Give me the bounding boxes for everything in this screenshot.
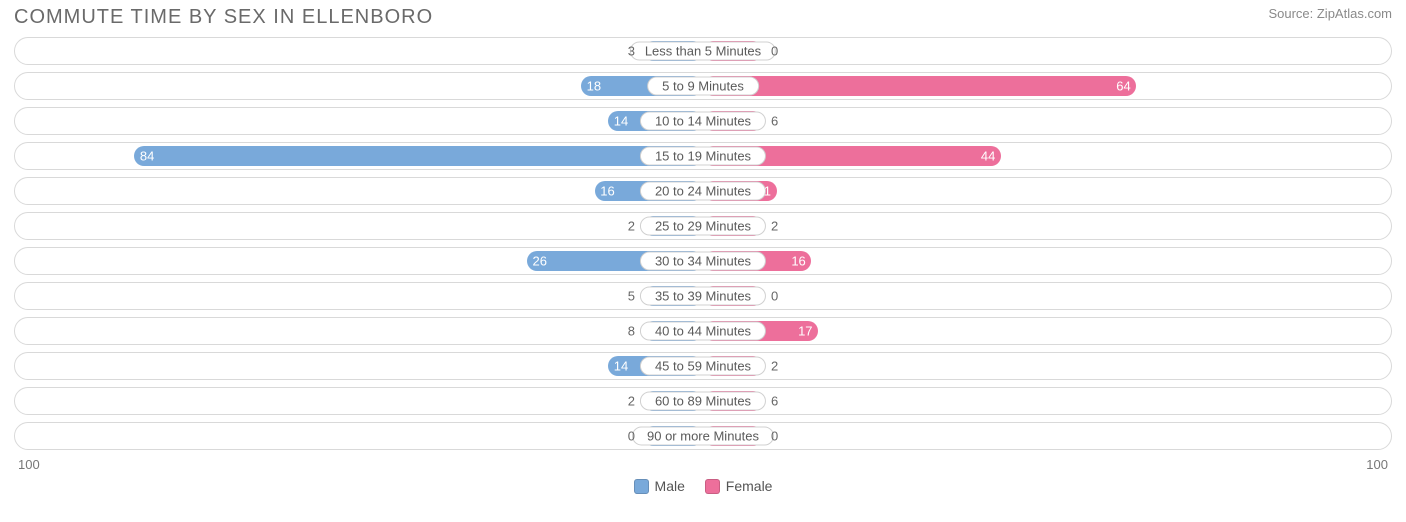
female-value: 0 (767, 289, 782, 304)
chart-row: 10 to 14 Minutes 14 6 (14, 107, 1392, 135)
category-label: 90 or more Minutes (632, 427, 774, 446)
male-value: 14 (610, 114, 632, 129)
chart-row: Less than 5 Minutes3 0 (14, 37, 1392, 65)
category-label: 60 to 89 Minutes (640, 392, 766, 411)
male-value: 2 (624, 219, 639, 234)
chart-row: 25 to 29 Minutes2 2 (14, 212, 1392, 240)
legend: Male Female (0, 476, 1406, 497)
category-label: 25 to 29 Minutes (640, 217, 766, 236)
legend-swatch-female (705, 479, 720, 494)
female-value: 0 (767, 44, 782, 59)
female-bar (703, 76, 1136, 96)
male-value: 18 (583, 79, 605, 94)
category-label: 30 to 34 Minutes (640, 252, 766, 271)
male-value: 26 (529, 254, 551, 269)
chart-row: 5 to 9 Minutes 18 64 (14, 72, 1392, 100)
female-value: 2 (767, 219, 782, 234)
category-label: 40 to 44 Minutes (640, 322, 766, 341)
male-value: 5 (624, 289, 639, 304)
legend-item-female: Female (705, 478, 773, 494)
legend-label-female: Female (726, 478, 773, 494)
chart-row: 90 or more Minutes0 0 (14, 422, 1392, 450)
male-value: 84 (136, 149, 158, 164)
male-value: 0 (624, 429, 639, 444)
female-value: 2 (767, 359, 782, 374)
chart-header: COMMUTE TIME BY SEX IN ELLENBORO Source:… (0, 0, 1406, 37)
female-value: 16 (787, 254, 809, 269)
male-value: 16 (596, 184, 618, 199)
female-value: 64 (1112, 79, 1134, 94)
scale-right: 100 (1366, 457, 1388, 472)
category-label: 10 to 14 Minutes (640, 112, 766, 131)
category-label: Less than 5 Minutes (630, 42, 776, 61)
category-label: 5 to 9 Minutes (647, 77, 759, 96)
female-value: 6 (767, 394, 782, 409)
female-value: 6 (767, 114, 782, 129)
chart-source: Source: ZipAtlas.com (1268, 6, 1392, 21)
chart-title: COMMUTE TIME BY SEX IN ELLENBORO (14, 6, 433, 29)
legend-item-male: Male (634, 478, 685, 494)
female-value: 11 (753, 184, 775, 199)
category-label: 15 to 19 Minutes (640, 147, 766, 166)
female-value: 17 (794, 324, 816, 339)
male-value: 2 (624, 394, 639, 409)
chart-row: 15 to 19 Minutes 84 44 (14, 142, 1392, 170)
category-label: 35 to 39 Minutes (640, 287, 766, 306)
chart-row: 40 to 44 Minutes8 17 (14, 317, 1392, 345)
female-value: 44 (977, 149, 999, 164)
legend-label-male: Male (655, 478, 685, 494)
male-bar (134, 146, 703, 166)
category-label: 45 to 59 Minutes (640, 357, 766, 376)
chart-row: 45 to 59 Minutes 14 2 (14, 352, 1392, 380)
chart-body: Less than 5 Minutes3 0 5 to 9 Minutes 18 64 1… (0, 37, 1406, 450)
chart-row: 20 to 24 Minutes 16 11 (14, 177, 1392, 205)
category-label: 20 to 24 Minutes (640, 182, 766, 201)
female-value: 0 (767, 429, 782, 444)
scale-left: 100 (18, 457, 40, 472)
male-value: 14 (610, 359, 632, 374)
axis-scale: 100 100 (0, 457, 1406, 476)
chart-row: 35 to 39 Minutes5 0 (14, 282, 1392, 310)
male-value: 3 (624, 44, 639, 59)
chart-row: 30 to 34 Minutes 26 16 (14, 247, 1392, 275)
legend-swatch-male (634, 479, 649, 494)
chart-row: 60 to 89 Minutes2 6 (14, 387, 1392, 415)
male-value: 8 (624, 324, 639, 339)
